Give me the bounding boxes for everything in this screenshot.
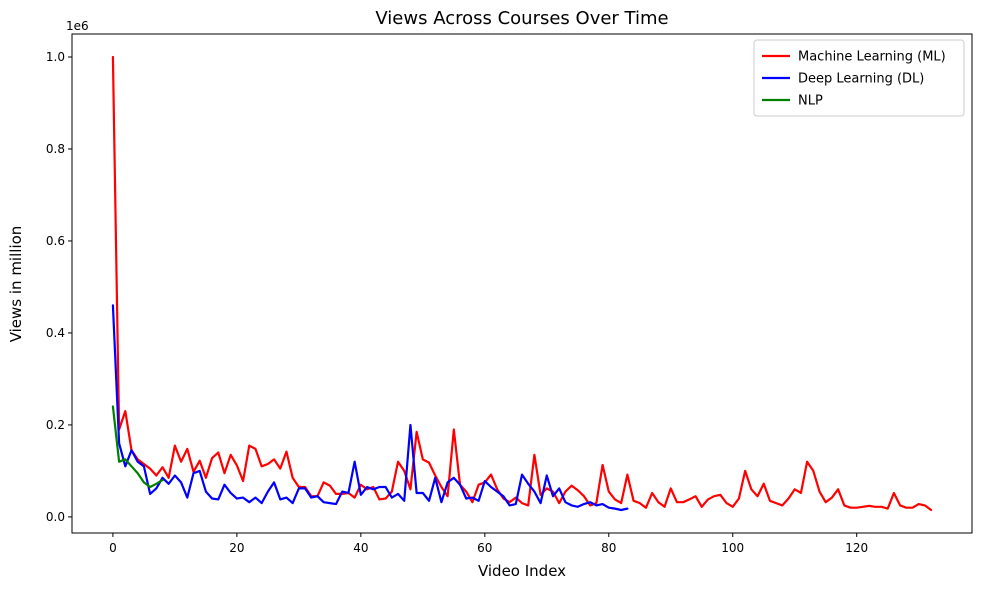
legend-box — [753, 39, 965, 117]
chart-title: Views Across Courses Over Time — [375, 8, 668, 29]
y-axis-offset-label: 1e6 — [66, 19, 89, 33]
x-tick-label: 0 — [109, 541, 117, 555]
plot-frame — [71, 33, 973, 534]
x-tick-label: 60 — [477, 541, 492, 555]
y-tick-label: 1.0 — [46, 50, 65, 64]
series-line-3 — [111, 405, 164, 489]
legend-label: NLP — [798, 94, 823, 109]
plot-series-group — [111, 55, 933, 512]
x-axis: 0 20 40 60 80 100 120 — [109, 533, 868, 555]
y-tick-label: 0.2 — [46, 418, 65, 432]
x-tick-label: 20 — [229, 541, 244, 555]
series-line-2 — [111, 304, 629, 512]
y-tick-label: 0.4 — [46, 326, 65, 340]
y-tick-label: 0.6 — [46, 234, 65, 248]
y-axis: 0.0 0.2 0.4 0.6 0.8 1.0 — [46, 50, 72, 524]
x-axis-title: Video Index — [478, 562, 566, 580]
y-tick-label: 0.8 — [46, 142, 65, 156]
x-tick-label: 100 — [721, 541, 744, 555]
legend-label: Deep Learning (DL) — [798, 72, 924, 87]
y-tick-label: 0.0 — [46, 510, 65, 524]
y-axis-title: Views in million — [7, 226, 25, 343]
x-tick-label: 40 — [353, 541, 368, 555]
legend: Machine Learning (ML) Deep Learning (DL) N… — [753, 39, 965, 117]
legend-label: Machine Learning (ML) — [798, 50, 946, 65]
x-tick-label: 80 — [601, 541, 616, 555]
series-line-1 — [111, 55, 933, 512]
x-tick-label: 120 — [845, 541, 868, 555]
